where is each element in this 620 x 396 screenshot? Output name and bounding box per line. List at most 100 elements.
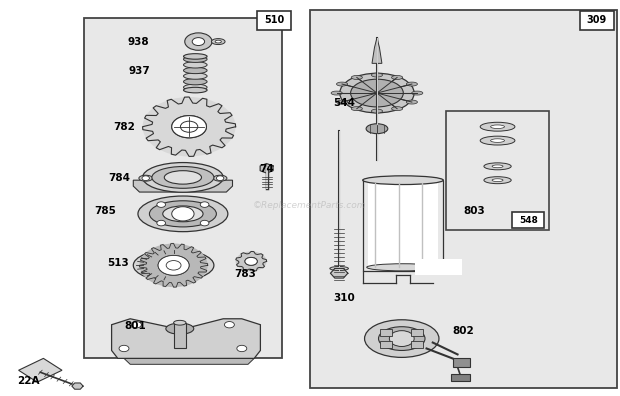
Polygon shape [124,358,254,364]
Ellipse shape [490,139,505,142]
Text: ©ReplacementParts.com: ©ReplacementParts.com [253,202,367,210]
Ellipse shape [351,107,362,110]
Circle shape [119,345,129,352]
Text: 938: 938 [127,36,149,47]
Bar [84,18,282,358]
Ellipse shape [331,91,342,95]
Ellipse shape [149,201,216,227]
Ellipse shape [350,79,403,107]
Circle shape [158,255,189,275]
Ellipse shape [211,38,225,44]
Circle shape [200,202,209,208]
Circle shape [157,202,166,208]
Polygon shape [19,358,62,382]
Ellipse shape [184,84,207,90]
Circle shape [200,220,209,226]
Polygon shape [260,164,273,173]
Bar [174,323,186,348]
Ellipse shape [378,327,425,350]
Ellipse shape [330,267,348,270]
Bar [380,341,392,348]
Bar [363,180,443,271]
Text: 785: 785 [94,206,116,216]
Ellipse shape [392,76,403,80]
Circle shape [389,331,414,346]
Ellipse shape [184,56,207,63]
Ellipse shape [184,78,207,85]
Polygon shape [143,97,236,156]
Bar [580,11,614,30]
Ellipse shape [365,320,439,357]
Circle shape [140,244,208,287]
Polygon shape [112,319,260,358]
Circle shape [142,176,149,181]
Text: 74: 74 [259,164,274,175]
Polygon shape [140,244,208,287]
Circle shape [172,207,194,221]
Text: 802: 802 [453,326,474,336]
Ellipse shape [484,163,512,170]
Circle shape [172,116,206,138]
Polygon shape [236,251,267,271]
Ellipse shape [184,67,207,74]
Circle shape [143,97,236,156]
Ellipse shape [139,175,153,181]
Text: 548: 548 [519,216,538,225]
Bar [512,212,544,228]
Ellipse shape [213,175,227,181]
Circle shape [166,261,181,270]
Ellipse shape [215,40,221,43]
Text: 22A: 22A [17,376,40,386]
Polygon shape [372,38,382,63]
Circle shape [245,257,257,265]
Circle shape [245,257,257,265]
Bar [411,329,423,336]
Ellipse shape [141,253,206,278]
Ellipse shape [143,162,223,192]
Ellipse shape [337,82,348,86]
Ellipse shape [162,206,203,222]
Ellipse shape [367,264,439,271]
Ellipse shape [492,179,503,182]
Ellipse shape [371,73,383,77]
Text: 937: 937 [129,66,151,76]
Bar [446,111,549,230]
Ellipse shape [164,171,202,184]
Ellipse shape [392,107,403,110]
Circle shape [157,220,166,226]
Text: 783: 783 [234,269,256,279]
Ellipse shape [480,122,515,131]
Text: 310: 310 [333,293,355,303]
Ellipse shape [184,53,207,59]
Ellipse shape [152,166,214,188]
Circle shape [192,38,205,46]
Ellipse shape [184,62,207,68]
Bar [257,11,291,30]
Text: 510: 510 [264,15,285,25]
Ellipse shape [484,177,512,184]
Circle shape [180,121,198,132]
Bar [451,374,470,381]
Circle shape [237,345,247,352]
Circle shape [236,251,267,271]
Polygon shape [133,180,232,192]
Bar [310,10,617,388]
Text: 309: 309 [587,15,607,25]
Text: 801: 801 [124,320,146,331]
Bar [453,358,470,367]
Ellipse shape [492,165,503,168]
Ellipse shape [366,124,388,133]
Ellipse shape [371,109,383,113]
Ellipse shape [184,88,207,93]
Text: 803: 803 [464,206,485,216]
Text: 782: 782 [113,122,135,132]
Ellipse shape [133,249,214,281]
Bar [411,341,423,348]
Polygon shape [72,383,83,389]
Circle shape [131,322,141,328]
Ellipse shape [138,196,228,232]
Bar [368,182,438,267]
Ellipse shape [490,125,505,128]
Text: 513: 513 [107,258,129,268]
Ellipse shape [363,176,443,185]
